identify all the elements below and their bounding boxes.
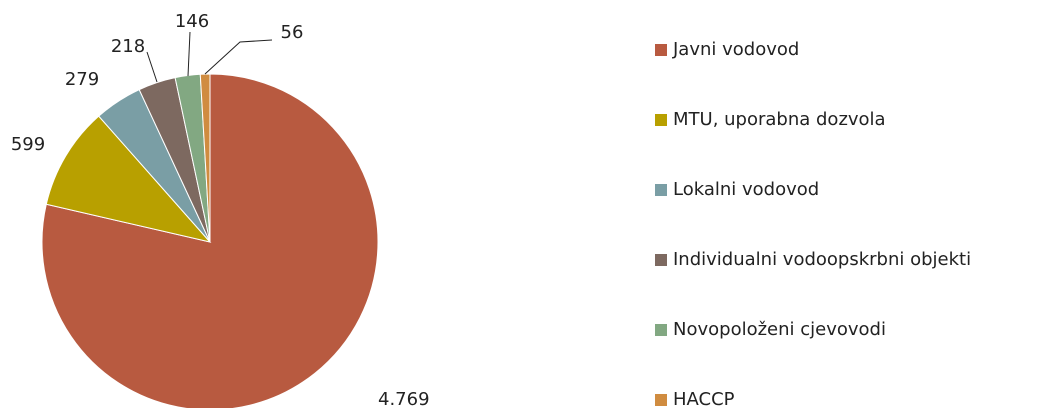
legend-label: HACCP	[673, 389, 735, 408]
leader-line	[187, 31, 191, 77]
legend-label: Javni vodovod	[672, 39, 799, 60]
data-label: 4.769	[378, 389, 430, 408]
legend-label: Lokalni vodovod	[673, 179, 819, 200]
leader-line	[146, 51, 158, 83]
legend-swatch	[655, 114, 667, 126]
data-label: 146	[175, 11, 209, 32]
data-label: 56	[281, 22, 304, 43]
legend-swatch	[655, 394, 667, 406]
data-label: 279	[65, 69, 99, 90]
legend-swatch	[655, 254, 667, 266]
leader-line	[204, 39, 273, 75]
pie-slice	[45, 115, 212, 243]
legend-label: Novopoloženi cjevovodi	[673, 319, 886, 340]
legend-swatch	[655, 324, 667, 336]
legend-label: Individualni vodoopskrbni objekti	[673, 249, 971, 270]
data-label: 218	[111, 36, 145, 57]
legend-swatch	[655, 184, 667, 196]
legend-label: MTU, uporabna dozvola	[673, 109, 886, 130]
pie-slice	[41, 73, 379, 408]
legend-swatch	[655, 44, 667, 56]
data-label: 599	[11, 134, 45, 155]
